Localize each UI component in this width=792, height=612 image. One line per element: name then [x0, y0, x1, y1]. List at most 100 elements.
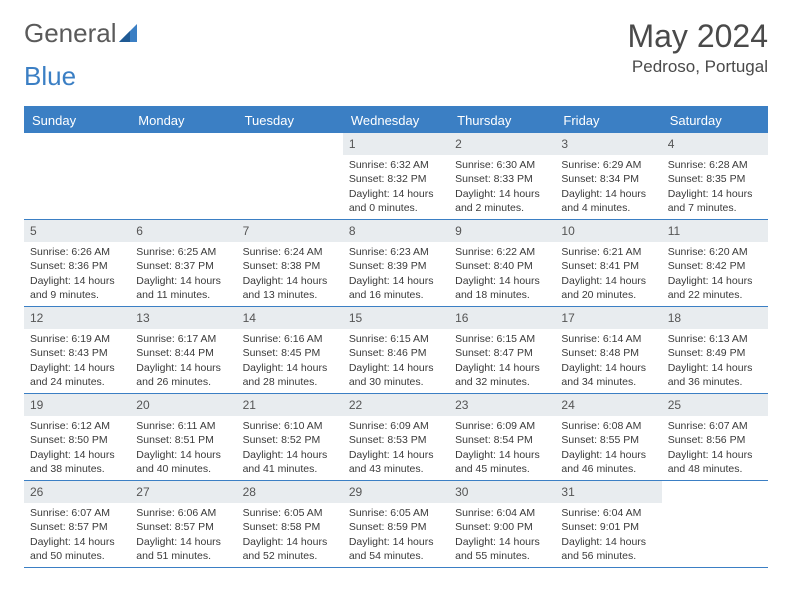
- sunset-text: Sunset: 8:38 PM: [243, 259, 337, 273]
- sunrise-text: Sunrise: 6:05 AM: [243, 506, 337, 520]
- day-number: 21: [237, 394, 343, 416]
- day-cell: 5Sunrise: 6:26 AMSunset: 8:36 PMDaylight…: [24, 220, 130, 306]
- day-number: [130, 133, 236, 155]
- day-header: Thursday: [449, 108, 555, 133]
- logo-word2: Blue: [24, 61, 76, 92]
- title-block: May 2024 Pedroso, Portugal: [627, 18, 768, 77]
- day-info: Sunrise: 6:12 AMSunset: 8:50 PMDaylight:…: [24, 418, 130, 480]
- day-number: 4: [662, 133, 768, 155]
- daylight-text: Daylight: 14 hours and 2 minutes.: [455, 187, 549, 215]
- sunset-text: Sunset: 8:50 PM: [30, 433, 124, 447]
- week-row: 5 Sunrise: 6:26 AMSunset: 8:36 PM Daylight…: [24, 220, 768, 307]
- sunrise-text: Sunrise: 6:20 AM: [668, 245, 762, 259]
- daylight-text: Daylight: 14 hours and 51 minutes.: [136, 535, 230, 563]
- sunset-text: Sunset: 8:49 PM: [668, 346, 762, 360]
- sunrise-text: Sunrise: 6:09 AM: [349, 419, 443, 433]
- day-info: Sunrise: 6:30 AMSunset: 8:33 PMDaylight:…: [449, 157, 555, 219]
- sunrise-text: Sunrise: 6:11 AM: [136, 419, 230, 433]
- sunrise-text: Sunrise: 6:15 AM: [455, 332, 549, 346]
- sunset-text: Sunset: 8:52 PM: [243, 433, 337, 447]
- daylight-text: Daylight: 14 hours and 38 minutes.: [30, 448, 124, 476]
- day-number: 10: [555, 220, 661, 242]
- day-header: Monday: [130, 108, 236, 133]
- day-info: Sunrise: 6:07 AMSunset: 8:57 PMDaylight:…: [24, 505, 130, 567]
- sunset-text: Sunset: 8:39 PM: [349, 259, 443, 273]
- day-cell: 22Sunrise: 6:09 AMSunset: 8:53 PMDayligh…: [343, 394, 449, 480]
- sunset-text: Sunset: 8:57 PM: [136, 520, 230, 534]
- day-cell: 23Sunrise: 6:09 AMSunset: 8:54 PMDayligh…: [449, 394, 555, 480]
- day-info: Sunrise: 6:20 AMSunset: 8:42 PMDaylight:…: [662, 244, 768, 306]
- day-number: 8: [343, 220, 449, 242]
- day-cell: 19Sunrise: 6:12 AMSunset: 8:50 PMDayligh…: [24, 394, 130, 480]
- daylight-text: Daylight: 14 hours and 32 minutes.: [455, 361, 549, 389]
- day-info: Sunrise: 6:09 AMSunset: 8:53 PMDaylight:…: [343, 418, 449, 480]
- sunrise-text: Sunrise: 6:19 AM: [30, 332, 124, 346]
- sunrise-text: Sunrise: 6:05 AM: [349, 506, 443, 520]
- sunrise-text: Sunrise: 6:04 AM: [561, 506, 655, 520]
- day-info: Sunrise: 6:04 AMSunset: 9:01 PMDaylight:…: [555, 505, 661, 567]
- day-cell: 20Sunrise: 6:11 AMSunset: 8:51 PMDayligh…: [130, 394, 236, 480]
- day-cell: 29Sunrise: 6:05 AMSunset: 8:59 PMDayligh…: [343, 481, 449, 567]
- day-cell: 24Sunrise: 6:08 AMSunset: 8:55 PMDayligh…: [555, 394, 661, 480]
- day-cell: 13Sunrise: 6:17 AMSunset: 8:44 PMDayligh…: [130, 307, 236, 393]
- sunset-text: Sunset: 8:33 PM: [455, 172, 549, 186]
- sunrise-text: Sunrise: 6:12 AM: [30, 419, 124, 433]
- day-number: 13: [130, 307, 236, 329]
- sunset-text: Sunset: 8:36 PM: [30, 259, 124, 273]
- day-number: 28: [237, 481, 343, 503]
- day-number: [237, 133, 343, 155]
- sunrise-text: Sunrise: 6:22 AM: [455, 245, 549, 259]
- day-cell: 31Sunrise: 6:04 AMSunset: 9:01 PMDayligh…: [555, 481, 661, 567]
- day-cell: 25Sunrise: 6:07 AMSunset: 8:56 PMDayligh…: [662, 394, 768, 480]
- day-number: 11: [662, 220, 768, 242]
- day-info: Sunrise: 6:13 AMSunset: 8:49 PMDaylight:…: [662, 331, 768, 393]
- sunset-text: Sunset: 8:55 PM: [561, 433, 655, 447]
- sunset-text: Sunset: 8:57 PM: [30, 520, 124, 534]
- sunrise-text: Sunrise: 6:17 AM: [136, 332, 230, 346]
- sunrise-text: Sunrise: 6:29 AM: [561, 158, 655, 172]
- day-cell: 17Sunrise: 6:14 AMSunset: 8:48 PMDayligh…: [555, 307, 661, 393]
- day-info: Sunrise: 6:16 AMSunset: 8:45 PMDaylight:…: [237, 331, 343, 393]
- day-number: 18: [662, 307, 768, 329]
- daylight-text: Daylight: 14 hours and 52 minutes.: [243, 535, 337, 563]
- daylight-text: Daylight: 14 hours and 34 minutes.: [561, 361, 655, 389]
- sunrise-text: Sunrise: 6:23 AM: [349, 245, 443, 259]
- day-number: 27: [130, 481, 236, 503]
- sunset-text: Sunset: 9:00 PM: [455, 520, 549, 534]
- sunrise-text: Sunrise: 6:06 AM: [136, 506, 230, 520]
- daylight-text: Daylight: 14 hours and 55 minutes.: [455, 535, 549, 563]
- day-number: 14: [237, 307, 343, 329]
- week-row: 12Sunrise: 6:19 AMSunset: 8:43 PMDayligh…: [24, 307, 768, 394]
- day-header: Wednesday: [343, 108, 449, 133]
- sunrise-text: Sunrise: 6:26 AM: [30, 245, 124, 259]
- day-info: Sunrise: 6:04 AMSunset: 9:00 PMDaylight:…: [449, 505, 555, 567]
- day-number: 30: [449, 481, 555, 503]
- day-number: 20: [130, 394, 236, 416]
- sunrise-text: Sunrise: 6:21 AM: [561, 245, 655, 259]
- day-number: 16: [449, 307, 555, 329]
- sunrise-text: Sunrise: 6:24 AM: [243, 245, 337, 259]
- daylight-text: Daylight: 14 hours and 16 minutes.: [349, 274, 443, 302]
- sunset-text: Sunset: 8:58 PM: [243, 520, 337, 534]
- sunrise-text: Sunrise: 6:07 AM: [668, 419, 762, 433]
- day-info: Sunrise: 6:29 AMSunset: 8:34 PMDaylight:…: [555, 157, 661, 219]
- logo-sail-icon: [119, 24, 141, 44]
- day-header: Friday: [555, 108, 661, 133]
- day-cell: [24, 133, 130, 219]
- day-number: 5: [24, 220, 130, 242]
- day-number: 23: [449, 394, 555, 416]
- day-cell: [662, 481, 768, 567]
- daylight-text: Daylight: 14 hours and 36 minutes.: [668, 361, 762, 389]
- daylight-text: Daylight: 14 hours and 13 minutes.: [243, 274, 337, 302]
- day-header: Tuesday: [237, 108, 343, 133]
- day-number: 3: [555, 133, 661, 155]
- day-info: Sunrise: 6:07 AMSunset: 8:56 PMDaylight:…: [662, 418, 768, 480]
- day-number: 26: [24, 481, 130, 503]
- sunrise-text: Sunrise: 6:14 AM: [561, 332, 655, 346]
- day-info: Sunrise: 6:25 AMSunset: 8:37 PMDaylight:…: [130, 244, 236, 306]
- day-number: 7: [237, 220, 343, 242]
- sunset-text: Sunset: 8:43 PM: [30, 346, 124, 360]
- daylight-text: Daylight: 14 hours and 18 minutes.: [455, 274, 549, 302]
- sunset-text: Sunset: 8:44 PM: [136, 346, 230, 360]
- day-cell: 10Sunrise: 6:21 AMSunset: 8:41 PMDayligh…: [555, 220, 661, 306]
